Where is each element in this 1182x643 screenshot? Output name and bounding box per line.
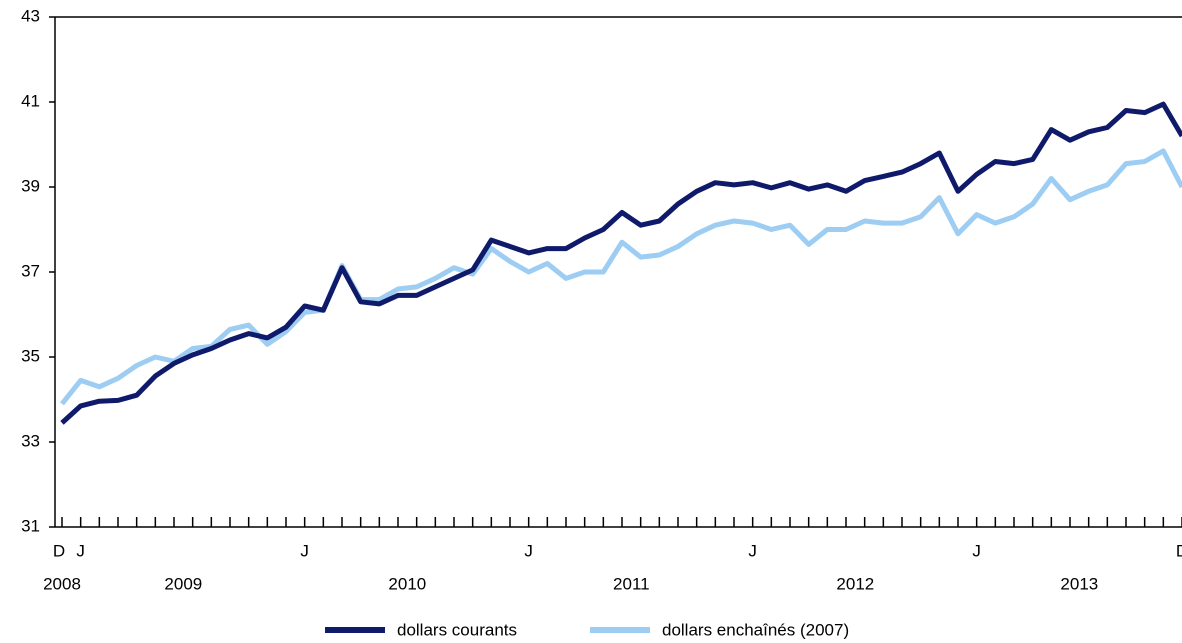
y-tick-label: 39 [21,176,40,195]
x-tick-label: D [53,541,65,560]
x-tick-label: J [524,541,533,560]
y-tick-label: 33 [21,431,40,450]
year-label: 2011 [613,574,650,593]
y-tick-label: 43 [21,6,40,25]
y-tick-label: 41 [21,91,40,110]
x-tick-label: J [76,541,85,560]
x-tick-label: J [748,541,757,560]
legend-label: dollars enchaînés (2007) [662,620,849,639]
year-label: 2008 [43,574,81,593]
y-tick-label: 35 [21,346,40,365]
year-label: 2009 [164,574,202,593]
x-tick-label: J [300,541,309,560]
series-line [60,148,1182,406]
year-label: 2013 [1060,574,1098,593]
year-label: 2010 [388,574,426,593]
y-tick-label: 31 [21,516,40,535]
x-tick-label: J [972,541,981,560]
y-tick-label: 37 [21,261,40,280]
year-label: 2012 [836,574,874,593]
legend-label: dollars courants [397,620,517,639]
x-tick-label: D [1176,541,1182,560]
series-line [60,101,1182,425]
